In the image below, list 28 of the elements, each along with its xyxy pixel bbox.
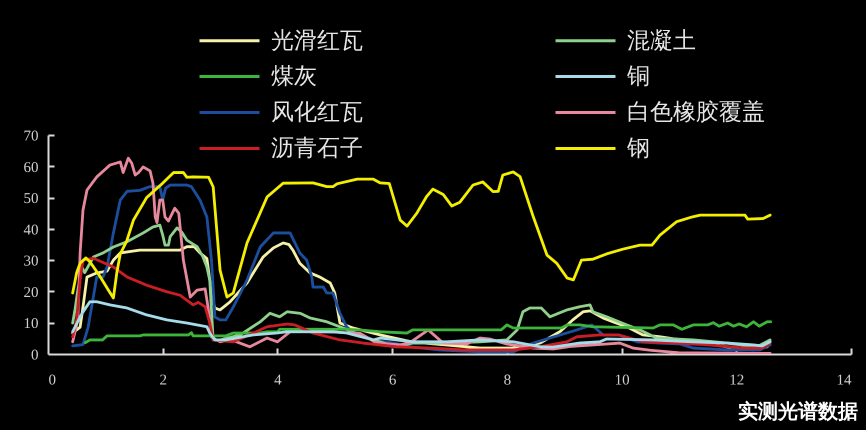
x-tick-label: 0: [48, 372, 56, 388]
x-tick-label: 14: [836, 372, 852, 388]
line-series: [84, 320, 772, 344]
y-tick-label: 30: [24, 254, 38, 270]
y-tick-label: 0: [31, 348, 38, 364]
legend-label: 混凝土: [627, 28, 696, 54]
text: 实测光谱数据: [738, 399, 858, 423]
y-tick-label: 20: [24, 284, 38, 301]
legend-label: 钢: [626, 136, 650, 162]
x-tick-label: 8: [504, 372, 512, 388]
y-tick-label: 50: [24, 191, 38, 208]
x-tick-label: 2: [159, 372, 167, 388]
y-tick-label: 10: [24, 316, 38, 332]
x-tick-label: 4: [274, 372, 282, 388]
line-series: [71, 170, 772, 300]
legend-label: 铜: [626, 64, 650, 90]
x-tick-label: 12: [729, 372, 744, 388]
legend-label: 煤灰: [271, 64, 317, 90]
line-series: [71, 300, 772, 349]
legend-label: 光滑红瓦: [271, 28, 363, 54]
legend-label: 风化红瓦: [271, 100, 363, 126]
y-tick-label: 70: [24, 128, 38, 144]
y-tick-label: 40: [24, 222, 38, 238]
legend-label: 沥青石子: [271, 136, 363, 162]
legend-label: 白色橡胶覆盖: [627, 100, 765, 126]
y-tick-label: 60: [24, 160, 38, 176]
x-tick-label: 10: [614, 372, 630, 388]
x-tick-label: 6: [388, 372, 397, 388]
